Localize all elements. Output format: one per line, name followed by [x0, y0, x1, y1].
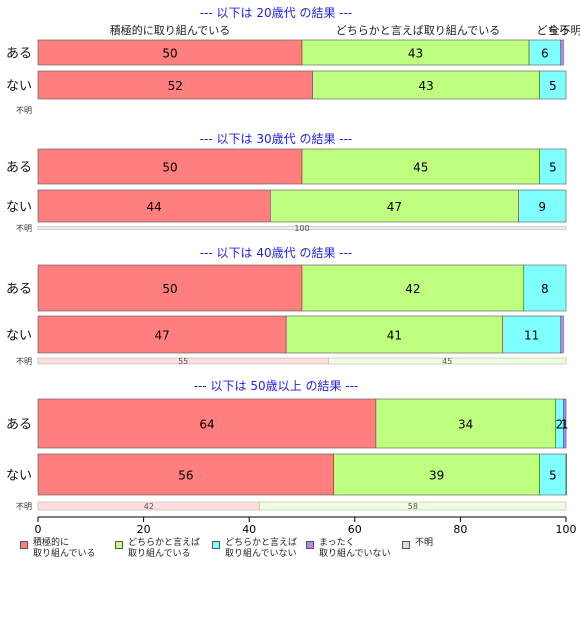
- bar-segment: [565, 453, 567, 496]
- legend-label: 不明: [415, 538, 434, 548]
- bar-value-label: 50: [162, 161, 177, 175]
- bar-segment: [37, 398, 377, 449]
- x-axis-tick-label: 20: [137, 523, 151, 536]
- bar-value-label: 50: [162, 47, 177, 61]
- bar-value-label: 45: [413, 161, 428, 175]
- bar-value-label: 52: [168, 79, 183, 93]
- legend-label: 積極的に 取り組んでいる: [33, 538, 96, 559]
- bar-segment: [301, 148, 540, 185]
- legend-item: 不明: [402, 538, 433, 549]
- legend-item: どちらかと言えば 取り組んでいない: [212, 538, 297, 560]
- unknown-bar-segment: [328, 357, 567, 365]
- bar-segment: [539, 453, 567, 496]
- unknown-bar-value-label: 45: [442, 357, 452, 366]
- legend-swatch: [20, 541, 28, 549]
- bar-segment: [333, 453, 540, 496]
- unknown-bar-value-label: 55: [178, 357, 188, 366]
- top-segment-label: 積極的に取り組んでいる: [110, 23, 230, 37]
- unknown-row-label: 不明: [16, 357, 32, 366]
- x-axis-tick-label: 100: [556, 523, 577, 536]
- bar-segment: [563, 398, 567, 449]
- bar-segment: [301, 39, 530, 66]
- x-axis-tick-label: 0: [35, 523, 42, 536]
- top-segment-label: 全不明: [549, 23, 580, 37]
- bar-segment: [560, 315, 564, 354]
- legend-swatch: [115, 541, 123, 549]
- bar-value-label: 47: [387, 200, 402, 214]
- unknown-bar-value-label: 100: [294, 224, 309, 233]
- bar-value-label: 2: [556, 418, 564, 432]
- bar-segment: [270, 189, 519, 223]
- group-title: --- 以下は 50歳以上 の結果 ---: [194, 379, 359, 393]
- top-segment-label: どちらかと言えば取り組んでいる: [336, 24, 500, 37]
- legend-label: どちらかと言えば 取り組んでいる: [128, 538, 201, 559]
- unknown-row-label: 不明: [16, 224, 32, 233]
- legend-label: どちらかと言えば 取り組んでいない: [225, 538, 298, 559]
- bar-segment: [539, 148, 567, 185]
- group-title: --- 以下は 30歳代 の結果 ---: [200, 132, 353, 146]
- bar-value-label: 5: [549, 79, 557, 93]
- legend-label: まったく 取り組んでいない: [319, 538, 391, 559]
- row-label: ある: [6, 161, 32, 176]
- bar-segment: [518, 189, 567, 223]
- unknown-row-label: 不明: [16, 106, 32, 115]
- unknown-bar-segment: [37, 226, 567, 230]
- bar-segment: [37, 189, 271, 223]
- bar-value-label: 6: [541, 47, 549, 61]
- bar-value-label: 1: [561, 418, 569, 432]
- unknown-bar-value-label: 58: [408, 502, 418, 511]
- row-label: ない: [6, 200, 32, 215]
- bar-value-label: 34: [458, 418, 473, 432]
- x-axis-tick-label: 40: [242, 523, 256, 536]
- bar-segment: [312, 70, 540, 100]
- legend-swatch: [212, 541, 220, 549]
- bar-value-label: 9: [538, 200, 546, 214]
- bar-value-label: 5: [549, 161, 557, 175]
- legend-item: まったく 取り組んでいない: [306, 538, 391, 560]
- bar-value-label: 43: [408, 47, 423, 61]
- row-label: ある: [6, 418, 32, 433]
- legend-swatch: [306, 541, 314, 549]
- legend-item: どちらかと言えば 取り組んでいる: [115, 538, 200, 560]
- bar-value-label: 44: [147, 200, 162, 214]
- bar-segment: [523, 264, 567, 312]
- unknown-bar-segment: [259, 501, 567, 511]
- bar-value-label: 41: [387, 329, 402, 343]
- bar-value-label: 5: [549, 469, 557, 483]
- bar-segment: [375, 398, 556, 449]
- row-label: ない: [6, 329, 32, 344]
- legend-swatch: [402, 541, 410, 549]
- bar-segment: [285, 315, 503, 354]
- top-segment-label: どちら: [537, 24, 570, 37]
- row-label: ある: [6, 47, 32, 62]
- group-title: --- 以下は 20歳代 の結果 ---: [200, 6, 353, 20]
- bar-value-label: 64: [199, 418, 214, 432]
- bar-value-label: 39: [429, 469, 444, 483]
- bar-segment: [301, 264, 525, 312]
- legend-item: 積極的に 取り組んでいる: [20, 538, 96, 560]
- row-label: ある: [6, 282, 32, 297]
- bar-segment: [502, 315, 562, 354]
- bar-value-label: 56: [178, 469, 193, 483]
- row-label: ない: [6, 469, 32, 484]
- bar-segment: [37, 148, 303, 185]
- bar-value-label: 43: [418, 79, 433, 93]
- x-axis-tick-label: 60: [348, 523, 362, 536]
- bar-value-label: 8: [541, 282, 549, 296]
- bar-value-label: 11: [524, 329, 539, 343]
- x-axis-tick-label: 80: [453, 523, 467, 536]
- bar-value-label: 47: [154, 329, 169, 343]
- group-title: --- 以下は 40歳代 の結果 ---: [200, 246, 353, 260]
- unknown-row-label: 不明: [16, 502, 32, 511]
- bar-segment: [37, 315, 287, 354]
- bar-segment: [539, 70, 567, 100]
- bar-segment: [560, 39, 564, 66]
- bar-value-label: 50: [162, 282, 177, 296]
- bar-segment: [37, 264, 303, 312]
- row-label: ない: [6, 79, 32, 94]
- chart-legend: 積極的に 取り組んでいる どちらかと言えば 取り組んでいる どちらかと言えば 取り組…: [20, 538, 560, 568]
- unknown-bar-value-label: 42: [144, 502, 154, 511]
- bar-value-label: 42: [405, 282, 420, 296]
